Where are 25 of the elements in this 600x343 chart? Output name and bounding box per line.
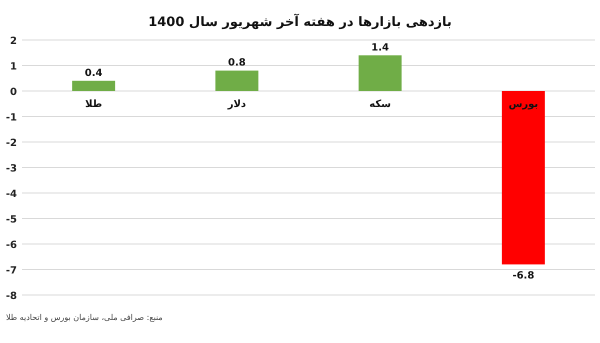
x-tick-label: دلار [226,99,246,110]
y-tick-label: 0 [10,87,18,98]
text: منبع: صرافی ملی، سازمان بورس و اتحادیه طلا [6,313,163,322]
bar [358,55,402,91]
bar [215,70,258,91]
data-label: 0.8 [228,58,246,69]
data-label: 0.4 [84,68,103,79]
y-tick-label: 2 [10,36,18,47]
y-tick-label: -4 [6,189,18,200]
y-tick-label: -3 [6,164,18,174]
y-tick-label: -6 [6,240,18,251]
x-tick-label: طلا [85,99,102,110]
data-label: 1.4 [371,42,390,54]
data-label: -6.8 [512,270,534,282]
x-tick-label: سکه [369,99,392,110]
bar [502,91,545,264]
y-tick-label: -8 [6,291,18,302]
chart-title: بازدهی بازارها در هفته آخر شهریور سال 1400 [148,13,452,30]
x-tick-label: بورس [508,99,538,110]
y-tick-label: -7 [6,266,18,276]
y-tick-label: 1 [10,62,18,72]
y-tick-label: -2 [6,138,18,149]
y-tick-label: -1 [6,112,18,124]
bar [72,80,116,91]
y-tick-label: -5 [6,214,18,226]
